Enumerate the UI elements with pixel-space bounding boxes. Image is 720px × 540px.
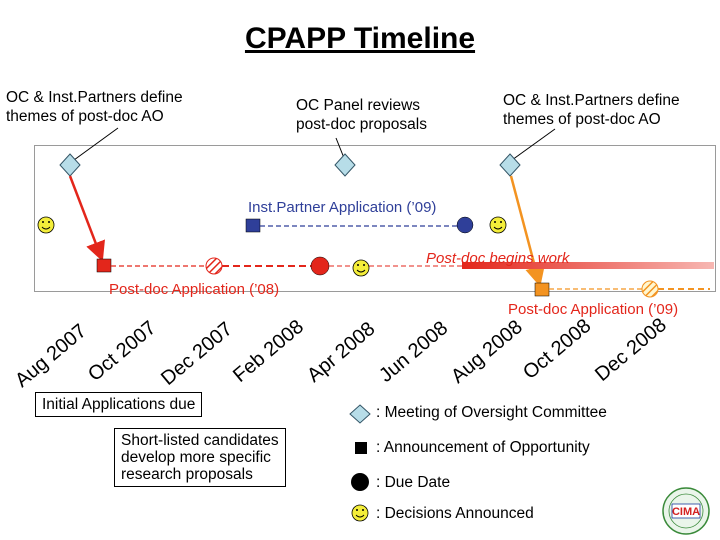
note-oc-define-right: OC & Inst.Partners define themes of post… bbox=[503, 91, 680, 129]
box-shortlisted-line2: develop more specific bbox=[121, 449, 271, 466]
postdoc-work-bar bbox=[462, 262, 714, 269]
note-oc-panel-line2: post-doc proposals bbox=[296, 116, 427, 133]
callout-line-left bbox=[73, 127, 119, 161]
label-inst-partner-app: Inst.Partner Application (’09) bbox=[248, 199, 436, 216]
legend-decisions-text: : Decisions Announced bbox=[376, 505, 534, 522]
arrow-red-to-announcement bbox=[68, 175, 105, 262]
logo-text: CIMA bbox=[672, 506, 700, 518]
month-label-oct-2008: Oct 2008 bbox=[519, 315, 595, 384]
legend-meeting-diamond-icon bbox=[349, 404, 371, 424]
month-label-dec-2008: Dec 2008 bbox=[591, 314, 671, 386]
month-label-apr-2008: Apr 2008 bbox=[303, 318, 379, 387]
note-oc-panel: OC Panel reviews post-doc proposals bbox=[296, 96, 427, 134]
callout-line-mid bbox=[335, 137, 345, 159]
month-label-jun-2008: Jun 2008 bbox=[375, 317, 452, 387]
label-postdoc-app-09: Post-doc Application (’09) bbox=[508, 301, 678, 318]
box-shortlisted-line3: research proposals bbox=[121, 466, 253, 483]
cima-logo: CIMA bbox=[658, 486, 714, 536]
label-postdoc-begins: Post-doc begins work bbox=[426, 250, 571, 267]
legend-announcement-square-icon bbox=[355, 442, 367, 454]
callout-line-right bbox=[511, 128, 556, 161]
month-label-feb-2008: Feb 2008 bbox=[229, 316, 308, 387]
note-oc-define-right-line2: themes of post-doc AO bbox=[503, 111, 661, 128]
box-initial-applications: Initial Applications due bbox=[35, 392, 203, 417]
month-label-dec-2007: Dec 2007 bbox=[157, 318, 237, 390]
note-oc-define-left-line2: themes of post-doc AO bbox=[6, 108, 164, 125]
legend-meeting-text: : Meeting of Oversight Committee bbox=[376, 404, 607, 421]
box-shortlisted: Short-listed candidates develop more spe… bbox=[114, 428, 286, 487]
legend-announcement-text: : Announcement of Opportunity bbox=[376, 439, 590, 456]
due-date-circle-hatched-red bbox=[205, 257, 223, 275]
meeting-diamond-2 bbox=[334, 153, 356, 177]
month-label-aug-2008: Aug 2008 bbox=[447, 316, 527, 388]
smiley-icon-3 bbox=[352, 259, 370, 277]
box-initial-applications-text: Initial Applications due bbox=[42, 396, 196, 413]
legend-smiley-icon bbox=[351, 504, 369, 522]
note-oc-define-left: OC & Inst.Partners define themes of post… bbox=[6, 88, 183, 126]
legend-due-date-circle-icon bbox=[351, 473, 369, 491]
legend-due-date-text: : Due Date bbox=[376, 474, 451, 491]
page-title: CPAPP Timeline bbox=[244, 22, 476, 55]
box-shortlisted-line1: Short-listed candidates bbox=[121, 432, 279, 449]
smiley-icon-1 bbox=[37, 216, 55, 234]
announcement-square-red bbox=[96, 258, 112, 273]
month-label-aug-2007: Aug 2007 bbox=[11, 320, 91, 392]
note-oc-define-left-line1: OC & Inst.Partners define bbox=[6, 89, 183, 106]
label-postdoc-app-08: Post-doc Application (’08) bbox=[109, 281, 279, 298]
due-date-circle-hatched-orange bbox=[641, 280, 659, 298]
announcement-square-blue bbox=[245, 218, 261, 233]
due-date-circle-red bbox=[310, 256, 330, 276]
note-oc-define-right-line1: OC & Inst.Partners define bbox=[503, 92, 680, 109]
due-date-circle-blue bbox=[456, 216, 474, 234]
smiley-icon-2 bbox=[489, 216, 507, 234]
meeting-diamond-3 bbox=[499, 153, 521, 177]
month-label-oct-2007: Oct 2007 bbox=[84, 317, 160, 386]
note-oc-panel-line1: OC Panel reviews bbox=[296, 97, 421, 114]
announcement-square-orange bbox=[534, 282, 550, 297]
